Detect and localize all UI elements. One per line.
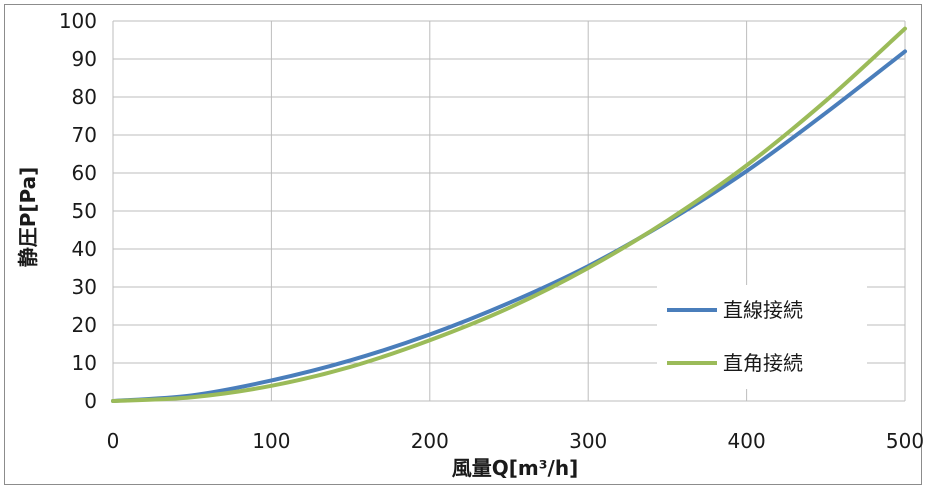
legend-label-series-1: 直線接続 [723,298,803,322]
legend: 直線接続 直角接続 [657,285,867,389]
grid-lines [112,20,906,402]
y-tick-label: 80 [72,85,97,109]
data-series [111,26,907,403]
tick-labels: 0 10 20 30 40 50 60 70 80 90 100 0 100 200 300 400 500 [59,9,924,453]
y-tick-label: 60 [72,161,97,185]
x-tick-label: 0 [107,429,120,453]
legend-background [657,285,867,389]
series-line-1 [111,49,907,403]
legend-label-series-2: 直角接続 [723,351,803,375]
series-line-2 [111,26,907,403]
y-tick-label: 100 [59,9,97,33]
y-tick-label: 30 [72,275,97,299]
static-pressure-chart: 0 10 20 30 40 50 60 70 80 90 100 0 100 200 300 400 500 風… [16,9,924,480]
x-tick-label: 400 [728,429,766,453]
y-tick-label: 70 [72,123,97,147]
chart-frame: 0 10 20 30 40 50 60 70 80 90 100 0 100 200 300 400 500 風… [4,4,924,485]
x-tick-label: 300 [569,429,607,453]
x-tick-label: 200 [411,429,449,453]
x-tick-label: 500 [886,429,924,453]
x-tick-label: 100 [252,429,290,453]
y-tick-label: 20 [72,313,97,337]
y-tick-label: 10 [72,351,97,375]
x-axis-title: 風量Q[m³/h] [452,456,578,480]
y-tick-label: 0 [84,389,97,413]
y-axis-title: 静圧P[Pa] [16,167,40,268]
y-tick-label: 50 [72,199,97,223]
y-tick-label: 40 [72,237,97,261]
y-tick-label: 90 [72,47,97,71]
